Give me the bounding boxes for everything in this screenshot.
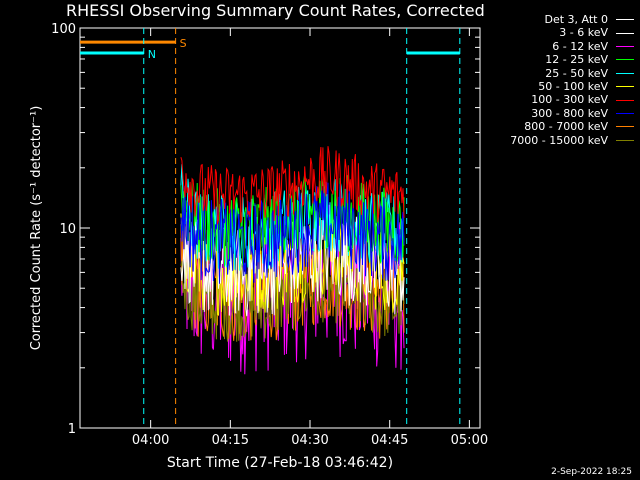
legend-item-label: 100 - 300 keV — [531, 93, 608, 107]
y-tick-label-0: 1 — [68, 422, 76, 437]
legend-item-swatch — [616, 72, 634, 74]
axis-layer: 04:00 04:15 04:30 04:45 05:00 1 10 100 — [51, 22, 488, 448]
generation-date: 2-Sep-2022 18:25 — [551, 467, 632, 477]
x-tick-label-0: 04:00 — [132, 433, 169, 448]
legend-header-text: Det 3, Att 0 — [544, 13, 609, 26]
legend-item-swatch — [616, 46, 634, 48]
legend-item-label: 50 - 100 keV — [538, 80, 608, 94]
x-tick-label-4: 05:00 — [451, 433, 488, 448]
series-line-6 — [180, 181, 405, 284]
legend-item: 12 - 25 keV — [510, 53, 634, 66]
legend-item-label: 6 - 12 keV — [552, 39, 608, 53]
legend: Det 3, Att 0 3 - 6 keV 6 - 12 keV 12 - 25 … — [510, 13, 634, 147]
legend-item-label: 12 - 25 keV — [545, 53, 608, 67]
series-layer — [180, 146, 405, 375]
x-tick-label-2: 04:30 — [291, 433, 328, 448]
y-tick-label-1: 10 — [59, 222, 76, 237]
annotation-label-N: N — [148, 48, 156, 61]
legend-item-swatch — [616, 139, 634, 141]
legend-item-swatch — [616, 59, 634, 61]
legend-item-label: 3 - 6 keV — [559, 26, 608, 40]
legend-item: 3 - 6 keV — [510, 26, 634, 39]
legend-item: 25 - 50 keV — [510, 67, 634, 80]
legend-item: 7000 - 15000 keV — [510, 134, 634, 147]
legend-item-swatch — [616, 113, 634, 115]
legend-item-label: 7000 - 15000 keV — [510, 133, 608, 147]
legend-item: 100 - 300 keV — [510, 93, 634, 106]
legend-item-swatch — [616, 126, 634, 128]
y-tick-label-2: 100 — [51, 22, 76, 37]
legend-item-label: 25 - 50 keV — [545, 66, 608, 80]
legend-item-swatch — [616, 99, 634, 101]
legend-item-label: 800 - 7000 keV — [524, 120, 608, 134]
series-line-0 — [180, 212, 405, 317]
legend-item: 50 - 100 keV — [510, 80, 634, 93]
x-tick-label-1: 04:15 — [212, 433, 249, 448]
annotation-layer: NS — [80, 28, 461, 428]
legend-header: Det 3, Att 0 — [510, 13, 634, 26]
y-axis-label: Corrected Count Rate (s⁻¹ detector⁻¹) — [29, 106, 44, 351]
legend-item-swatch — [616, 32, 634, 34]
legend-item-swatch — [616, 86, 634, 88]
series-line-5 — [180, 146, 405, 225]
x-axis-label: Start Time (27-Feb-18 03:46:42) — [167, 455, 393, 471]
legend-item-label: 300 - 800 keV — [531, 106, 608, 120]
legend-item: 300 - 800 keV — [510, 107, 634, 120]
annotation-label-S: S — [180, 37, 187, 50]
legend-item: 800 - 7000 keV — [510, 120, 634, 133]
legend-header-swatch — [616, 19, 634, 21]
legend-item: 6 - 12 keV — [510, 40, 634, 53]
x-tick-label-3: 04:45 — [371, 433, 408, 448]
chart-title: RHESSI Observing Summary Count Rates, Co… — [66, 1, 485, 20]
